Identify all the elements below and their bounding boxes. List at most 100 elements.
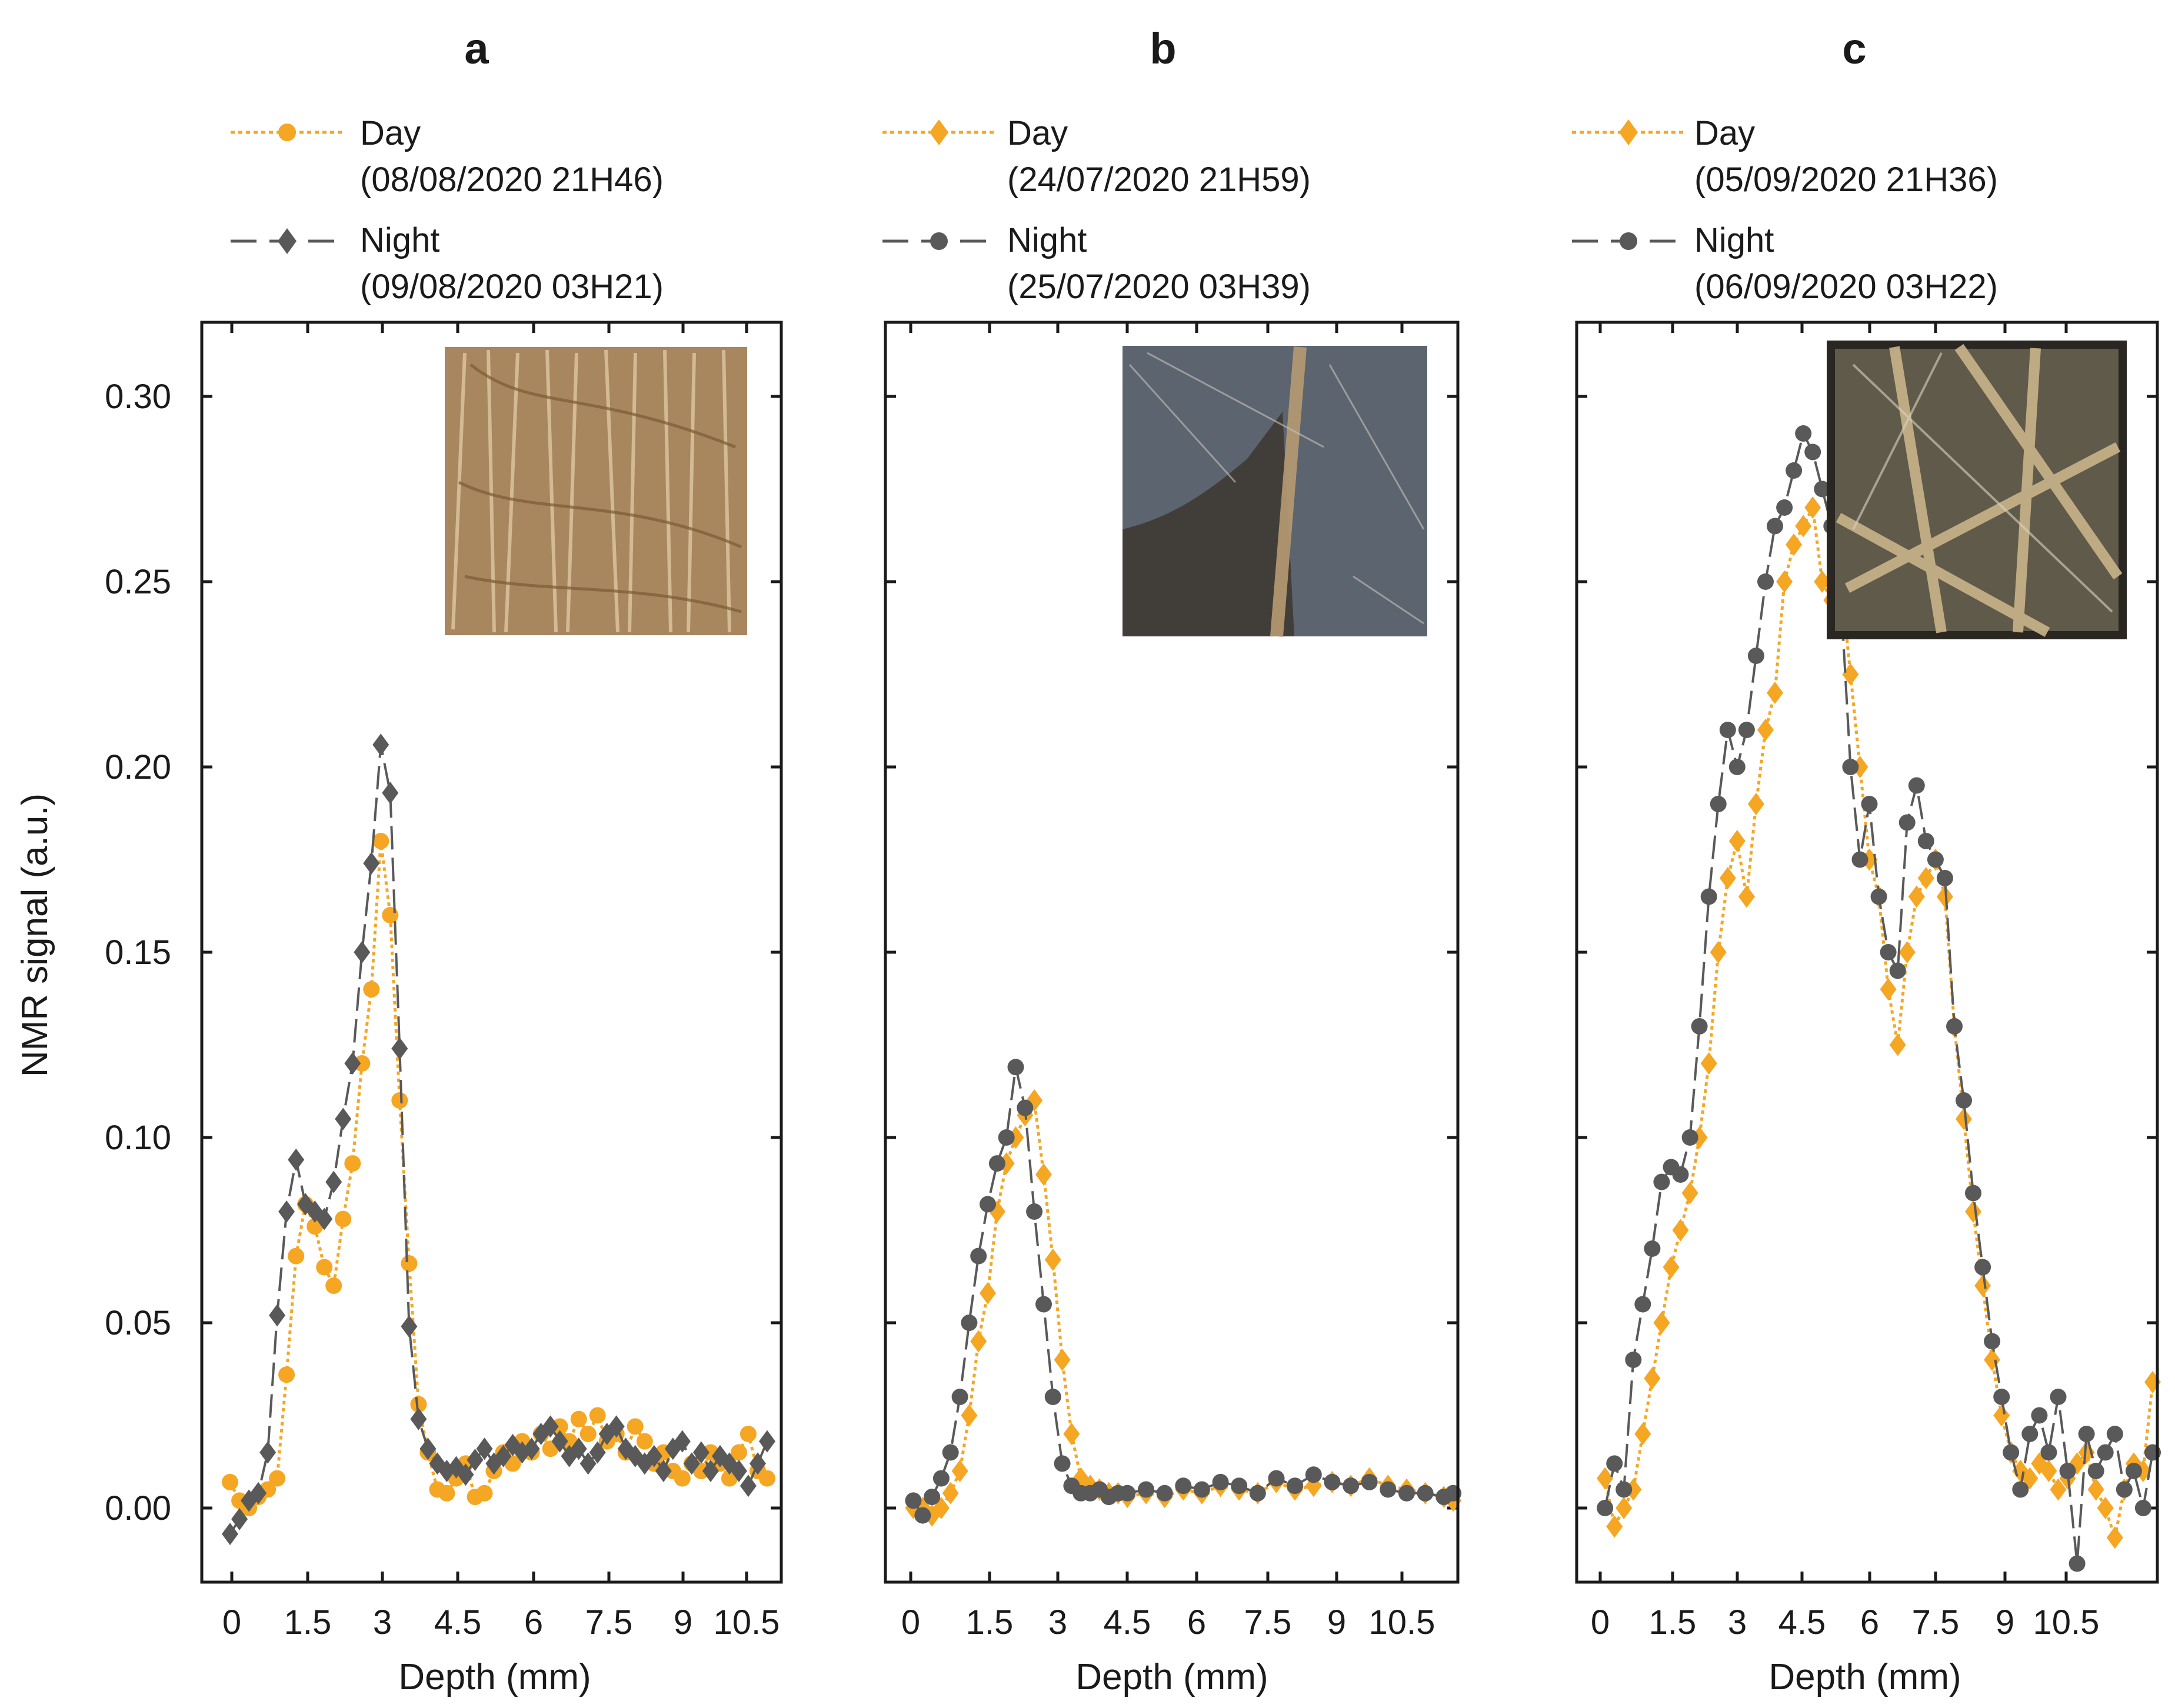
panel-b-legend: Day (24/07/2020 21H59) Night (25/07/2020… <box>882 114 1311 306</box>
panel-c-day-point <box>1956 1107 1972 1130</box>
panel-b-night-point <box>998 1129 1015 1146</box>
panel-c-night-point <box>1984 1333 2001 1350</box>
panel-b-night-point <box>1212 1473 1229 1490</box>
panel-b-y-ticks <box>885 395 1458 1510</box>
panel-a-day-point <box>278 1366 295 1383</box>
panel-a-night-point <box>259 1441 277 1464</box>
panel-a-night-point <box>570 1437 587 1460</box>
panel-c: c Day (05/09/2020 21H36) Night (06/09/20… <box>1572 24 2161 1697</box>
panel-c-day-point <box>1880 978 1897 1000</box>
panel-c-x-tick-label: 4.5 <box>1778 1603 1826 1642</box>
panel-a-night-point <box>523 1437 540 1460</box>
panel-c-night-point <box>2003 1444 2020 1461</box>
panel-c-legend-day-marker <box>1619 119 1638 145</box>
panel-c-night-point <box>1870 888 1887 905</box>
panel-c-day-point <box>1672 1219 1689 1242</box>
panel-c-night-point <box>2078 1426 2095 1442</box>
panel-b-night-point <box>1268 1470 1285 1487</box>
panel-c-night-point <box>1993 1389 2010 1405</box>
panel-a-night-point <box>391 1037 408 1060</box>
panel-a-night-point <box>335 1107 352 1130</box>
panel-b-night-point <box>1231 1477 1248 1494</box>
panel-b-day-point <box>961 1404 978 1427</box>
panel-c-night-point <box>1965 1185 1981 1202</box>
panel-c-day-point <box>2050 1478 2067 1501</box>
panel-c-legend-day-timestamp: (05/09/2020 21H36) <box>1694 161 1998 199</box>
panel-c-night-point <box>1767 518 1783 535</box>
panel-c-day-point <box>2087 1478 2104 1501</box>
panel-a-night-point <box>222 1523 238 1546</box>
panel-c-night-point <box>2087 1463 2104 1479</box>
panel-c-day-point <box>1653 1312 1670 1334</box>
panel-b-night-point <box>951 1389 968 1405</box>
panel-a-legend-day-timestamp: (08/08/2020 21H46) <box>360 161 664 199</box>
panel-c-night-point <box>2031 1407 2048 1424</box>
panel-b-x-tick-label: 7.5 <box>1244 1603 1292 1642</box>
panel-b-night-point <box>932 1470 950 1487</box>
panel-c-night-point <box>2012 1481 2029 1498</box>
panel-c-day-point <box>1795 515 1812 538</box>
panel-b-night-point <box>924 1489 941 1506</box>
panel-c-night-point <box>2050 1389 2067 1405</box>
panel-b-night-point <box>1249 1485 1266 1502</box>
panel-c-day-point <box>1644 1367 1661 1390</box>
panel-b-legend-night-marker <box>930 232 948 250</box>
panel-c-night-point <box>2106 1426 2123 1442</box>
panel-a-x-ticks: 0 1.5 3 4.5 6 7.5 9 10.5 <box>222 322 780 1642</box>
panel-c-night-point <box>1700 888 1717 905</box>
panel-a-day-point <box>551 1418 568 1435</box>
panel-a-night-point <box>759 1430 775 1453</box>
panel-a-night-point <box>344 1052 361 1075</box>
panel-a-night-point <box>730 1460 747 1482</box>
panel-b-night-point <box>1417 1485 1434 1502</box>
y-axis-title: NMR signal (a.u.) <box>15 793 55 1077</box>
panel-c-legend: Day (05/09/2020 21H36) Night (06/09/2020… <box>1572 114 1998 306</box>
panel-a-night-point <box>476 1437 493 1460</box>
panel-b-x-tick-label: 10.5 <box>1369 1603 1435 1642</box>
panel-b-day-point <box>970 1330 987 1353</box>
panel-c-day-point <box>1616 1497 1633 1519</box>
panel-c-day-point <box>1936 885 1953 908</box>
panel-b-inset-photo <box>1123 346 1427 637</box>
panel-b-day-point <box>1063 1423 1080 1445</box>
panel-b-legend-day-marker <box>930 119 948 145</box>
panel-c-night-point <box>2059 1463 2076 1479</box>
panel-b-night-point <box>1343 1477 1360 1494</box>
panel-b-night-point <box>1054 1455 1071 1472</box>
panel-a-x-tick-label: 4.5 <box>434 1603 482 1642</box>
panel-b-night-point <box>970 1247 987 1265</box>
panel-c-day-point <box>1700 1052 1717 1075</box>
panel-c-night-point <box>1691 1018 1708 1035</box>
panel-c-day-point <box>1898 941 1916 963</box>
panel-a-day-point <box>325 1277 342 1294</box>
y-tick-label: 0.30 <box>105 378 171 416</box>
panel-c-day-point <box>1710 941 1727 963</box>
panel-c-night-point <box>1917 833 1934 849</box>
panel-c-letter: c <box>1842 24 1866 73</box>
panel-c-day-point <box>1889 1033 1906 1056</box>
panel-c-x-tick-label: 9 <box>1996 1603 2014 1642</box>
panel-a-night-point <box>740 1475 757 1497</box>
panel-b-night-point <box>1138 1481 1154 1498</box>
panel-c-night-point <box>1946 1018 1963 1035</box>
panel-a-day-point <box>363 981 380 998</box>
panel-c-day-point <box>1908 885 1925 908</box>
panel-b-night-point <box>1380 1481 1397 1498</box>
panel-b-night-point <box>1398 1485 1415 1502</box>
panel-a-x-tick-label: 3 <box>373 1603 392 1642</box>
panel-a-day-point <box>674 1470 691 1487</box>
panel-c-night-point <box>2021 1426 2039 1442</box>
panel-b-x-tick-label: 3 <box>1048 1603 1067 1642</box>
panel-a-night-point <box>372 733 389 756</box>
panel-c-legend-night-label: Night <box>1694 221 1774 259</box>
panel-a-legend-night-timestamp: (09/08/2020 03H21) <box>360 268 664 306</box>
panel-b-night-point <box>1305 1466 1322 1483</box>
panel-a-day-point <box>354 1055 371 1072</box>
panel-b-night-point <box>942 1444 959 1461</box>
panel-a-x-tick-label: 9 <box>674 1603 692 1642</box>
panel-c-night-point <box>2134 1500 2151 1516</box>
panel-a-night-point <box>702 1460 719 1482</box>
y-tick-label: 0.05 <box>105 1304 171 1342</box>
panel-a-night-point <box>325 1170 342 1193</box>
panel-a-day-point <box>627 1418 644 1435</box>
